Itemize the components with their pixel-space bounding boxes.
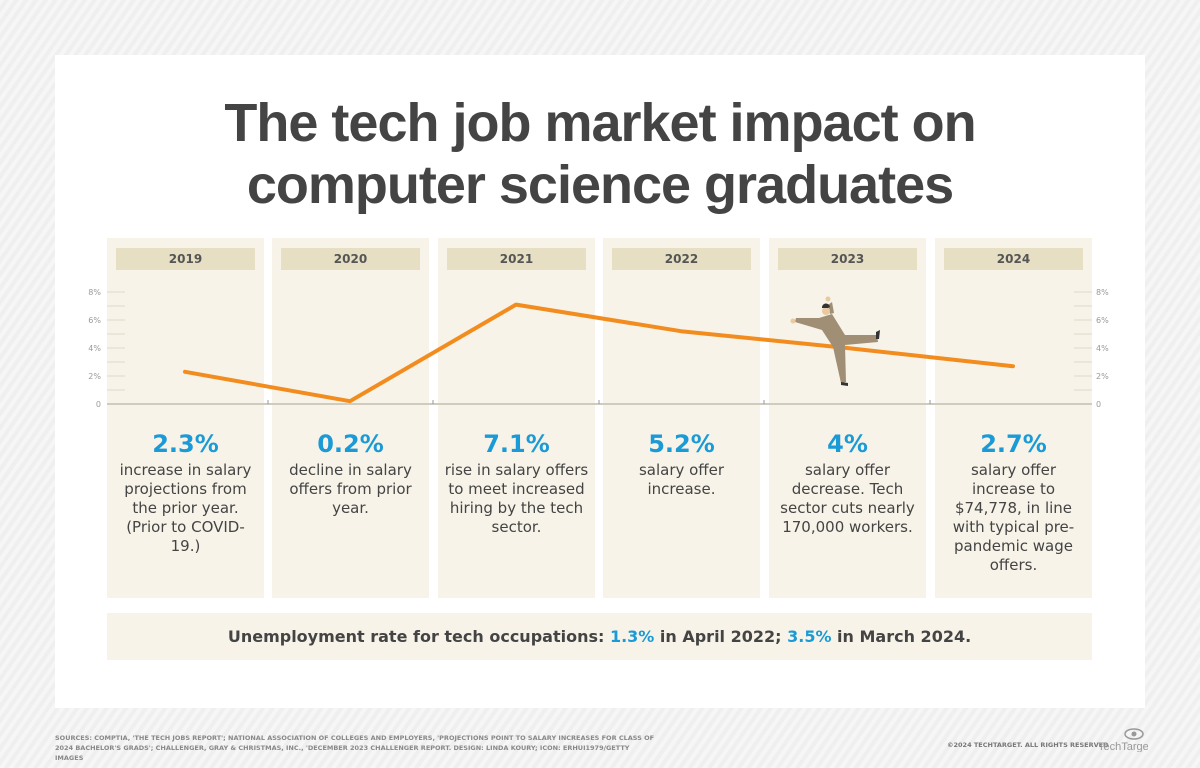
falling-person-icon xyxy=(790,296,880,386)
percent-value: 7.1% xyxy=(483,430,550,458)
description: salary offer decrease. Tech sector cuts … xyxy=(780,461,915,536)
description: salary offer increase to $74,778, in lin… xyxy=(952,461,1075,574)
description: increase in salary projections from the … xyxy=(119,461,252,555)
y-tick-label-left: 6% xyxy=(88,316,101,325)
year-label: 2024 xyxy=(944,248,1083,270)
y-tick-label-left: 2% xyxy=(88,372,101,381)
y-tick-label-right: 4% xyxy=(1096,344,1109,353)
y-tick-label-left: 4% xyxy=(88,344,101,353)
y-tick-label-left: 0 xyxy=(96,400,101,409)
percent-value: 2.7% xyxy=(980,430,1047,458)
y-tick-label-right: 8% xyxy=(1096,288,1109,297)
year-label: 2020 xyxy=(281,248,420,270)
year-label: 2022 xyxy=(612,248,751,270)
y-tick-label-right: 6% xyxy=(1096,316,1109,325)
year-label: 2023 xyxy=(778,248,917,270)
year-column-2024: 2024 2.7% salary offer increase to $74,7… xyxy=(935,238,1092,598)
year-label: 2019 xyxy=(116,248,255,270)
year-column-2022: 2022 5.2% salary offer increase. xyxy=(603,238,760,598)
percent-value: 2.3% xyxy=(152,430,219,458)
description: salary offer increase. xyxy=(638,461,725,498)
year-column-2023: 2023 4% salary offer decrease. Tech sect… xyxy=(769,238,926,598)
title-line-2: computer science graduates xyxy=(246,155,954,215)
salary-series-line xyxy=(183,302,1015,404)
y-tick-label-right: 0 xyxy=(1096,400,1101,409)
year-column-2020: 2020 0.2% decline in salary offers from … xyxy=(272,238,429,598)
page-title: The tech job market impact on computer s… xyxy=(0,92,1200,216)
unemployment-banner: Unemployment rate for tech occupations: … xyxy=(107,613,1092,660)
percent-value: 5.2% xyxy=(648,430,715,458)
logo-text: TechTarget xyxy=(1098,741,1148,752)
y-tick-label-left: 8% xyxy=(88,288,101,297)
description: decline in salary offers from prior year… xyxy=(289,461,412,517)
percent-value: 4% xyxy=(827,430,868,458)
year-column-2019: 2019 2.3% increase in salary projections… xyxy=(107,238,264,598)
year-label: 2021 xyxy=(447,248,586,270)
y-tick-label-right: 2% xyxy=(1096,372,1109,381)
title-line-1: The tech job market impact on xyxy=(224,93,976,153)
year-column-2021: 2021 7.1% rise in salary offers to meet … xyxy=(438,238,595,598)
sources-note: SOURCES: COMPTIA, 'THE TECH JOBS REPORT'… xyxy=(55,734,655,762)
copyright: ©2024 TECHTARGET. ALL RIGHTS RESERVED xyxy=(947,741,1109,749)
percent-value: 0.2% xyxy=(317,430,384,458)
description: rise in salary offers to meet increased … xyxy=(444,461,589,536)
techtarget-logo: TechTarget xyxy=(1098,726,1152,753)
